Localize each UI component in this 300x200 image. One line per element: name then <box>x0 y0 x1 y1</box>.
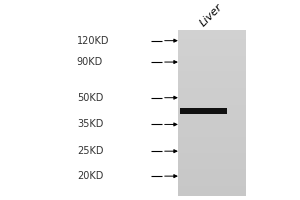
Text: 20KD: 20KD <box>77 171 103 181</box>
Text: 120KD: 120KD <box>77 36 109 46</box>
Text: 35KD: 35KD <box>77 119 103 129</box>
Text: 90KD: 90KD <box>77 57 103 67</box>
Bar <box>180 108 227 114</box>
Text: 25KD: 25KD <box>77 146 103 156</box>
Text: 50KD: 50KD <box>77 93 103 103</box>
Text: Liver: Liver <box>198 2 224 28</box>
